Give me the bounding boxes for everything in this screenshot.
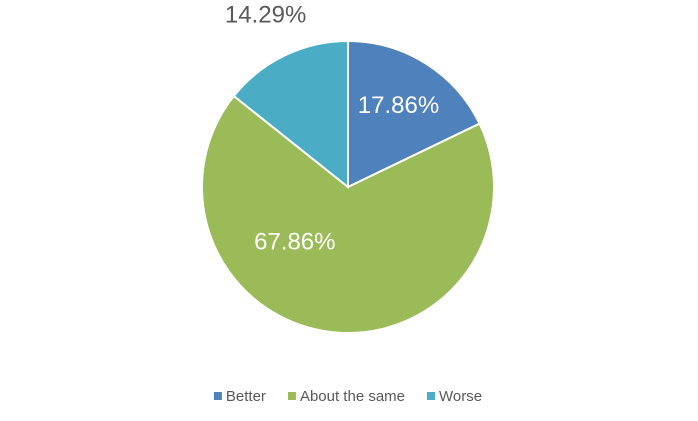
value-label: 67.86% (254, 229, 335, 256)
pie-slice (201, 94, 495, 334)
legend-label: Worse (439, 388, 482, 405)
value-label: 14.29% (225, 1, 306, 28)
legend-swatch (427, 392, 436, 400)
legend-swatch (287, 392, 296, 400)
pie-slice (347, 39, 481, 189)
pie-slice (232, 39, 349, 190)
value-label: 17.86% (358, 92, 439, 119)
legend: Better About the same Worse (213, 388, 482, 405)
legend-label: About the same (300, 388, 405, 405)
legend-swatch (213, 392, 222, 400)
legend-label: Better (226, 388, 266, 405)
